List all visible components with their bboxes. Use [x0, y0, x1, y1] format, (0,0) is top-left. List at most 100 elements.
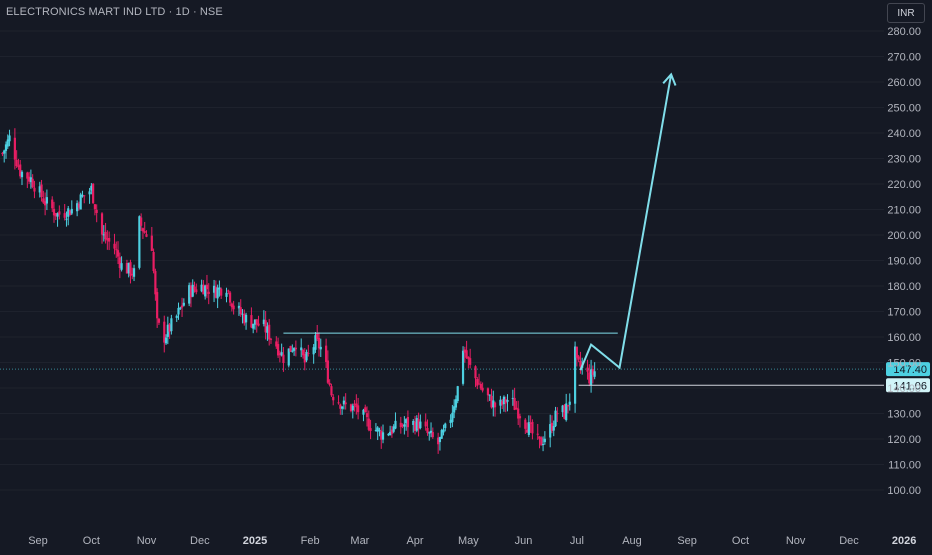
y-tick-label: 130.00 — [887, 409, 921, 421]
candle-body — [369, 428, 372, 431]
candle-body — [177, 307, 180, 315]
x-tick-label: Nov — [786, 535, 806, 547]
candles — [1, 128, 596, 454]
candle-body — [63, 213, 66, 218]
candle-body — [392, 426, 395, 432]
candle-body — [339, 404, 342, 409]
candle-body — [227, 290, 230, 292]
candle-body — [44, 201, 47, 206]
candle-body — [591, 369, 594, 375]
candle-body — [125, 263, 129, 274]
x-tick-label: Dec — [190, 535, 210, 547]
y-axis[interactable]: 100.00 110.00 120.00 130.00 140.00 150.00 160.… — [887, 26, 921, 497]
candle-body — [291, 350, 294, 352]
candle-body — [113, 243, 116, 249]
candle-body — [506, 399, 509, 402]
candle-body — [330, 386, 333, 396]
x-tick-label: May — [458, 535, 479, 547]
candle-body — [102, 234, 105, 236]
candle-body — [145, 234, 148, 237]
candle-body — [513, 397, 516, 410]
y-tick-label: 240.00 — [887, 128, 921, 140]
candle-body — [461, 350, 465, 384]
candle-body — [218, 287, 221, 290]
candle-body — [490, 395, 493, 408]
candle-body — [577, 356, 580, 360]
candle-body — [328, 383, 331, 385]
candle-body — [188, 285, 191, 304]
candle-body — [54, 212, 57, 217]
candle-body — [349, 404, 353, 412]
candle-body — [129, 262, 132, 276]
candle-body — [440, 430, 443, 439]
candle-body — [205, 284, 209, 290]
annotations — [0, 72, 884, 386]
candle-body — [442, 429, 445, 433]
candle-body — [381, 432, 385, 440]
candle-body — [189, 285, 193, 298]
candle-body — [33, 187, 36, 192]
candle-body — [92, 183, 95, 204]
candle-body — [486, 388, 490, 396]
candle-body — [138, 216, 141, 268]
candle-body — [451, 412, 454, 423]
candle-body — [252, 323, 255, 329]
candle-body — [403, 424, 406, 427]
candle-body — [517, 408, 520, 419]
candle-body — [168, 324, 171, 332]
currency-button[interactable]: INR — [887, 3, 925, 23]
candle-body — [463, 349, 466, 353]
candle-body — [454, 399, 458, 408]
candle-body — [204, 285, 207, 297]
candle-body — [465, 350, 468, 358]
candle-body — [243, 313, 246, 324]
candle-body — [26, 172, 29, 179]
x-tick-label: 2025 — [243, 535, 267, 547]
candle-body — [280, 352, 283, 356]
candle-body — [426, 428, 429, 433]
candle-body — [444, 423, 447, 429]
candle-body — [104, 231, 107, 240]
candle-body — [399, 422, 402, 428]
candle-body — [13, 137, 16, 160]
y-tick-label: 190.00 — [887, 256, 921, 268]
candle-body — [269, 338, 273, 340]
candle-body — [95, 209, 98, 213]
candle-body — [543, 438, 546, 443]
y-tick-label: 250.00 — [887, 103, 921, 115]
candle-body — [65, 218, 68, 220]
candle-body — [58, 211, 61, 215]
candle-body — [362, 409, 365, 415]
x-axis[interactable]: Sep Oct Nov Dec 2025 Feb Mar Apr May Jun Jul Aug Sep… — [28, 535, 916, 547]
candle-body — [300, 347, 303, 351]
candle-body — [88, 191, 91, 195]
candle-body — [120, 263, 123, 270]
candle-body — [305, 351, 308, 361]
y-tick-label: 100.00 — [887, 485, 921, 497]
candle-body — [68, 210, 72, 216]
candle-body — [275, 341, 278, 347]
candle-body — [593, 371, 596, 377]
candle-body — [380, 430, 383, 440]
candle-body — [419, 421, 422, 428]
y-tick-label: 150.00 — [887, 358, 921, 370]
candle-body — [170, 318, 173, 332]
candle-body — [264, 320, 267, 333]
candle-body — [202, 284, 205, 295]
candle-body — [152, 252, 155, 271]
candle-body — [180, 305, 184, 308]
candle-body — [17, 165, 20, 167]
y-tick-label: 120.00 — [887, 434, 921, 446]
candle-body — [141, 228, 145, 232]
candle-body — [179, 307, 182, 309]
candle-body — [467, 356, 470, 360]
candle-body — [1, 153, 4, 155]
candle-body — [351, 405, 354, 411]
y-tick-label: 110.00 — [888, 460, 921, 472]
candle-body — [317, 337, 321, 349]
candle-body — [164, 337, 168, 344]
candle-body — [195, 289, 198, 293]
candle-body — [28, 176, 31, 182]
